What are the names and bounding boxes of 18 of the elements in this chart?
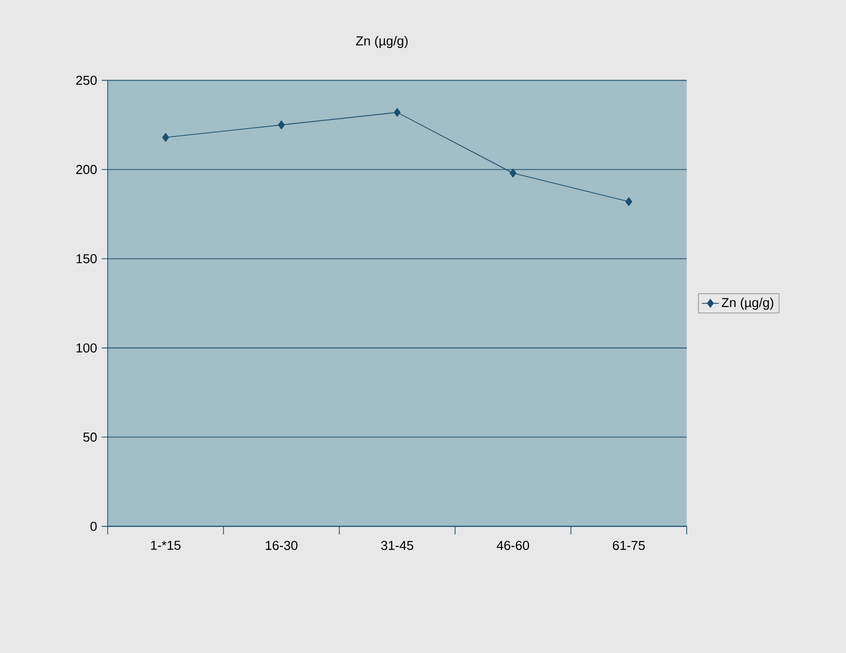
point: [162, 133, 169, 142]
x-tick-label: 46-60: [496, 540, 530, 550]
x-tick-label: 1-*15: [151, 540, 181, 550]
point: [625, 197, 632, 206]
y-tick-label: 100: [76, 343, 97, 353]
y-tick-label: 200: [76, 164, 97, 174]
y-tick-label: 250: [76, 76, 97, 85]
x-tick-label: 31-45: [381, 540, 414, 550]
y-tick-label: 150: [76, 254, 97, 264]
x-tick-label: 16-30: [266, 540, 298, 550]
chart-title: Zn (µg/g): [356, 36, 408, 48]
x-tick-label: 61-75: [612, 540, 645, 550]
legend-label: Zn (µg/g): [722, 298, 774, 310]
point: [278, 120, 285, 130]
point: [510, 168, 516, 178]
y-tick-label: 0: [90, 522, 97, 531]
point: [394, 108, 401, 117]
y-tick-label: 50: [83, 432, 97, 442]
